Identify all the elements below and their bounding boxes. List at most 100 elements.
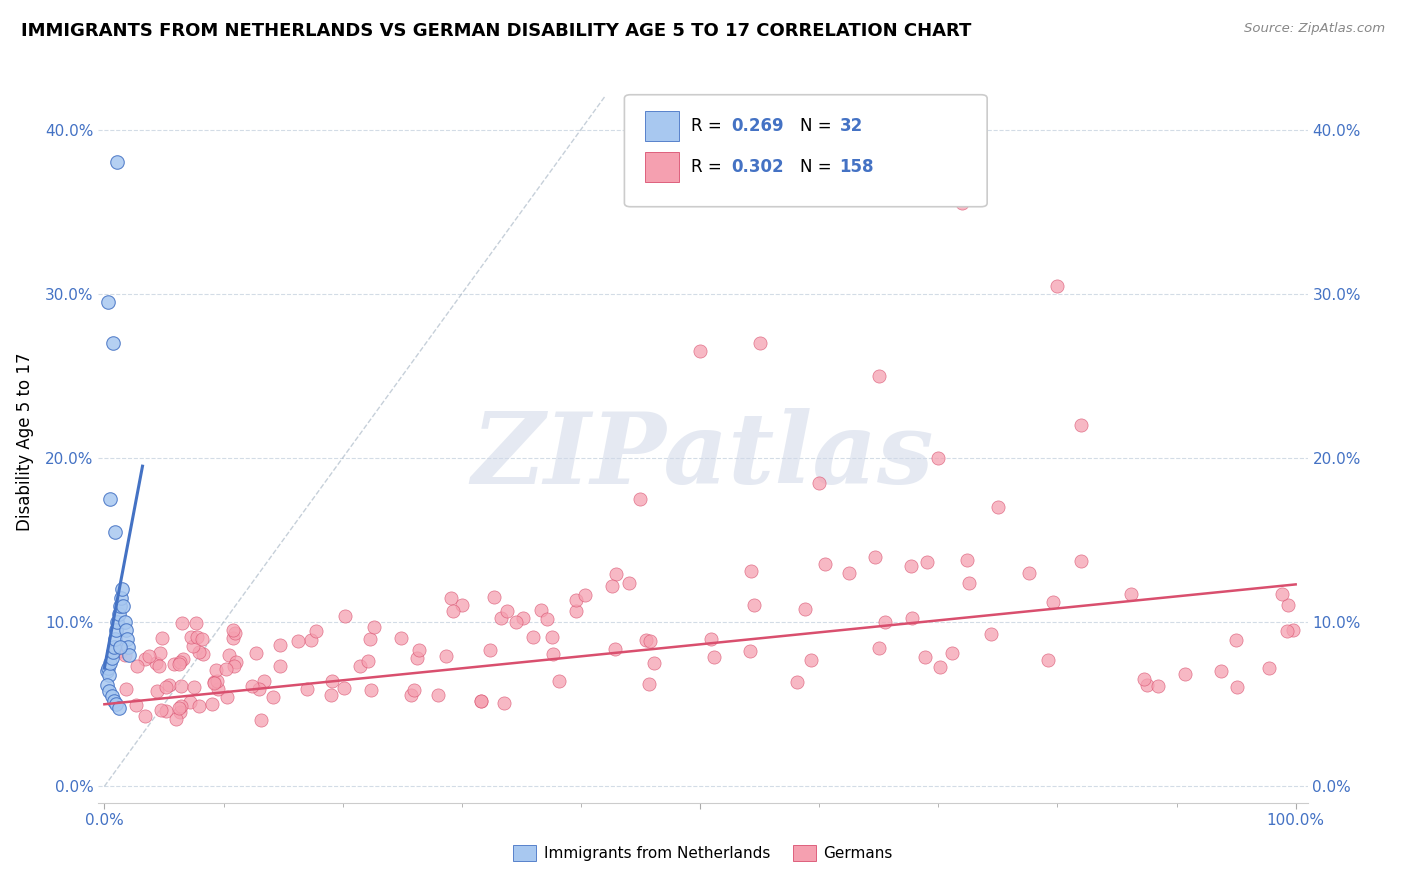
Point xyxy=(1046,278,1069,293)
Point xyxy=(105,624,128,638)
Point xyxy=(901,611,924,625)
Point xyxy=(357,654,380,668)
Point xyxy=(101,336,124,351)
Point xyxy=(482,590,505,604)
Point xyxy=(167,657,190,671)
Point xyxy=(548,674,571,689)
Point xyxy=(643,656,665,670)
Point xyxy=(150,703,173,717)
Point xyxy=(218,648,240,662)
Point xyxy=(399,688,422,702)
Point xyxy=(1209,664,1232,678)
Point xyxy=(1070,554,1092,568)
Text: R =: R = xyxy=(690,117,727,135)
Point xyxy=(333,681,356,696)
Point xyxy=(155,704,177,718)
Point xyxy=(295,682,318,697)
Point xyxy=(98,657,121,671)
Point xyxy=(215,690,238,704)
Point xyxy=(630,491,652,506)
Point xyxy=(107,155,129,169)
Point xyxy=(1282,623,1305,637)
Point xyxy=(492,697,515,711)
Point xyxy=(1018,566,1040,581)
Point xyxy=(170,679,193,693)
Point xyxy=(408,643,430,657)
Point xyxy=(97,661,120,675)
Point xyxy=(957,575,980,590)
Point xyxy=(496,604,519,618)
Point xyxy=(928,659,950,673)
Point xyxy=(636,632,658,647)
Point xyxy=(96,665,118,679)
Point xyxy=(987,500,1010,515)
Point xyxy=(101,645,124,659)
Point xyxy=(605,567,627,582)
Point xyxy=(112,599,135,613)
Point xyxy=(603,642,626,657)
Point xyxy=(1133,672,1156,686)
Point xyxy=(118,648,141,662)
Point xyxy=(868,641,890,656)
Point xyxy=(114,624,136,638)
Point xyxy=(145,656,167,670)
Point xyxy=(1136,677,1159,691)
Legend: Immigrants from Netherlands, Germans: Immigrants from Netherlands, Germans xyxy=(508,839,898,867)
Point xyxy=(917,555,939,569)
Point xyxy=(638,677,661,691)
Point xyxy=(786,674,808,689)
Point xyxy=(269,639,291,653)
Point xyxy=(117,640,139,654)
Point xyxy=(565,604,588,618)
Point xyxy=(1119,587,1142,601)
Point xyxy=(349,658,371,673)
Point xyxy=(169,706,191,720)
Point xyxy=(950,196,973,211)
Point xyxy=(184,616,207,631)
Point xyxy=(104,632,127,646)
Point xyxy=(689,344,711,359)
Point xyxy=(489,611,512,625)
Point xyxy=(565,592,588,607)
Point xyxy=(181,639,204,653)
Point xyxy=(205,663,228,677)
Point xyxy=(205,674,228,689)
Point xyxy=(188,645,211,659)
Point xyxy=(100,651,122,665)
Point xyxy=(875,615,897,629)
Point xyxy=(1225,633,1247,648)
Point xyxy=(1258,661,1281,675)
Point xyxy=(814,558,837,572)
Point xyxy=(191,647,214,661)
Point xyxy=(360,683,382,698)
Point xyxy=(440,591,463,605)
Point xyxy=(170,615,193,630)
Point xyxy=(245,646,267,660)
Point xyxy=(134,709,156,723)
Point xyxy=(600,579,623,593)
Point xyxy=(955,553,977,567)
Point xyxy=(530,603,553,617)
Point xyxy=(98,491,121,506)
Point xyxy=(125,698,148,712)
Point xyxy=(742,598,765,612)
Point xyxy=(927,450,949,465)
Point xyxy=(188,698,211,713)
Text: 0.302: 0.302 xyxy=(731,158,783,176)
Point xyxy=(114,648,136,662)
Point xyxy=(863,550,886,565)
Point xyxy=(169,655,191,669)
Text: 158: 158 xyxy=(839,158,875,176)
Point xyxy=(505,615,527,629)
Point xyxy=(186,630,208,644)
FancyBboxPatch shape xyxy=(645,111,679,141)
Point xyxy=(207,682,229,697)
Point xyxy=(738,644,761,658)
Point xyxy=(155,681,177,695)
Point xyxy=(389,632,412,646)
Point xyxy=(98,684,121,698)
Point xyxy=(149,646,172,660)
Text: IMMIGRANTS FROM NETHERLANDS VS GERMAN DISABILITY AGE 5 TO 17 CORRELATION CHART: IMMIGRANTS FROM NETHERLANDS VS GERMAN DI… xyxy=(21,22,972,40)
Text: 0.269: 0.269 xyxy=(731,117,783,135)
Point xyxy=(201,697,224,711)
